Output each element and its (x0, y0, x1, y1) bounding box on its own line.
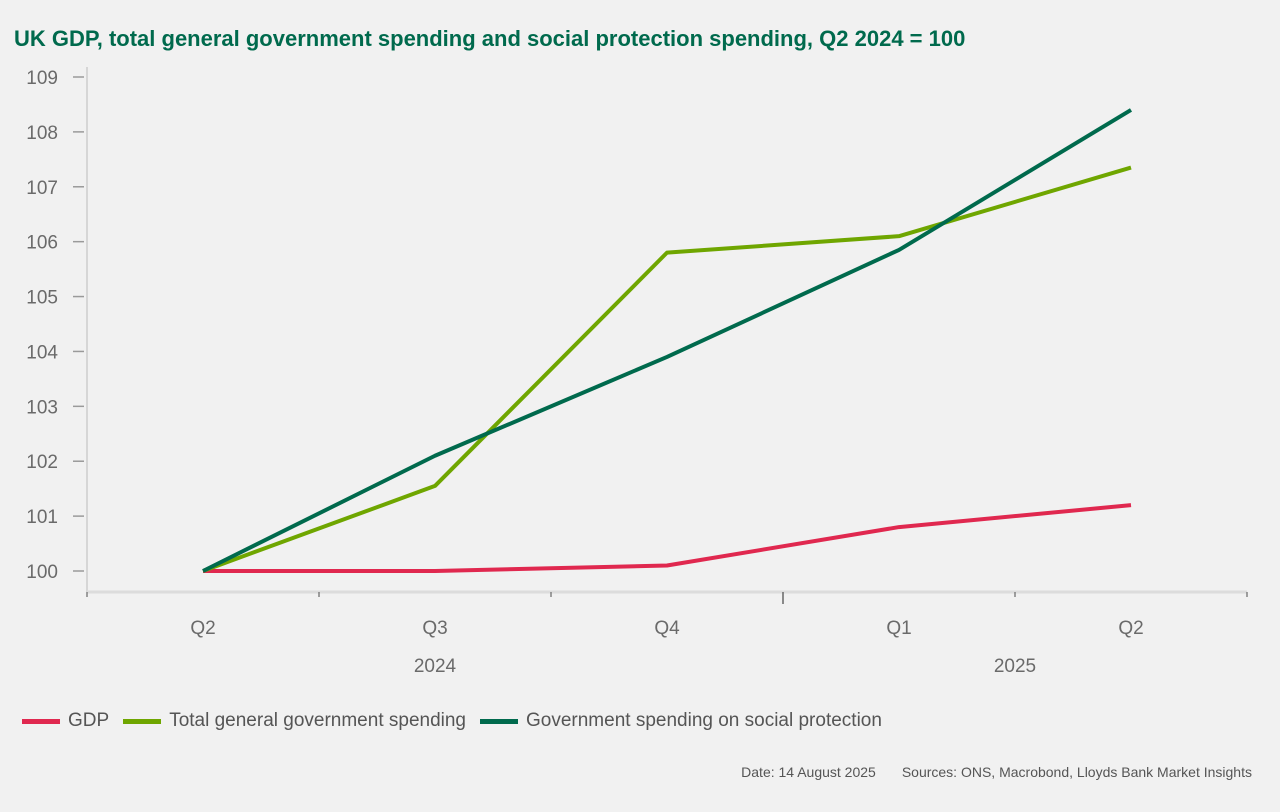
date-note: Date: 14 August 2025 (741, 764, 876, 780)
legend-label: Government spending on social protection (526, 710, 882, 731)
legend-swatch (22, 718, 60, 724)
x-tick-label: Q3 (422, 618, 447, 639)
x-tick-label: Q2 (190, 618, 215, 639)
axes: 100 101 102 103 104 105 106 107 108 109 Q2 Q3 Q4 Q1 Q2… (26, 67, 1248, 677)
y-tick-label: 105 (26, 288, 58, 309)
x-tick-label: Q2 (1118, 618, 1143, 639)
y-tick-label: 100 (26, 562, 58, 583)
legend-swatch (480, 718, 518, 724)
y-tick-label: 109 (26, 68, 58, 89)
y-tick-label: 107 (26, 178, 58, 199)
x-year-label: 2025 (994, 656, 1036, 677)
legend-label: GDP (68, 710, 110, 731)
legend: GDP Total general government spending Go… (22, 710, 896, 732)
chart-footer: Date: 14 August 2025 Sources: ONS, Macrob… (741, 764, 1252, 780)
y-tick-label: 102 (26, 452, 58, 473)
series-line-gdp (203, 503, 1132, 573)
y-tick-label: 104 (26, 342, 58, 363)
y-tick-label: 101 (26, 507, 58, 528)
y-tick-label: 103 (26, 397, 58, 418)
legend-item-social-protection: Government spending on social protection (480, 710, 882, 732)
legend-item-gdp: GDP (22, 710, 109, 732)
series-line-total-spending (202, 165, 1132, 573)
legend-swatch (123, 718, 162, 724)
legend-label: Total general government spending (169, 710, 466, 731)
x-tick-label: Q1 (886, 618, 911, 639)
series-layer (202, 108, 1133, 573)
legend-item-total-spending: Total general government spending (123, 710, 466, 732)
sources-note: Sources: ONS, Macrobond, Lloyds Bank Mar… (901, 764, 1252, 780)
x-year-label: 2024 (414, 656, 457, 677)
chart-title: UK GDP, total general government spendin… (14, 26, 966, 51)
x-tick-label: Q4 (654, 618, 680, 639)
y-tick-label: 106 (26, 233, 58, 254)
y-tick-label: 108 (26, 123, 58, 144)
series-line-social-protection (202, 108, 1133, 573)
